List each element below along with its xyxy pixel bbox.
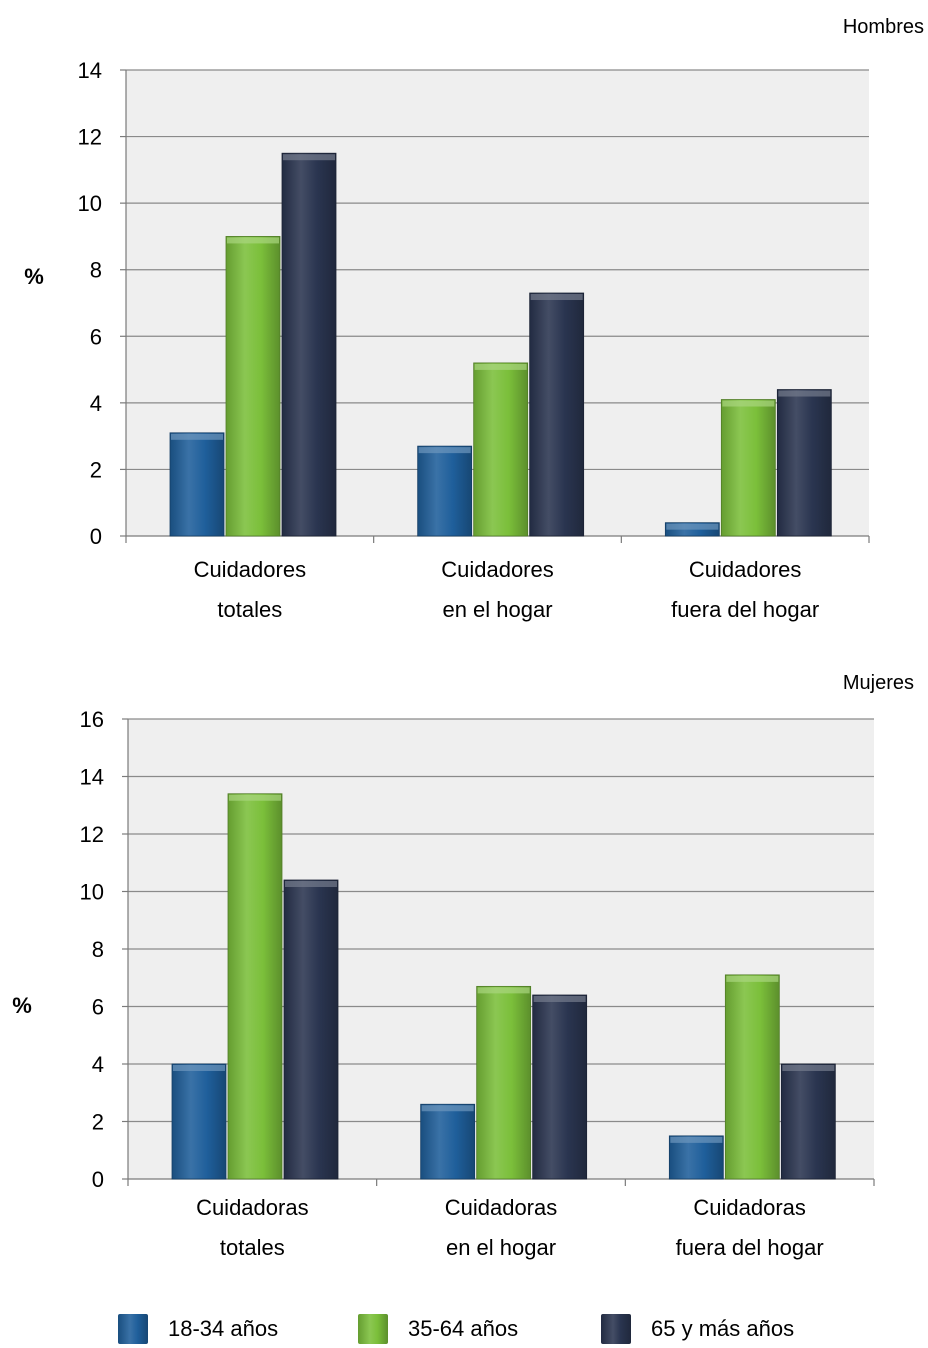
bar-bevel — [285, 881, 337, 887]
bar-1-series-1 — [169, 432, 225, 537]
y-tick-label: 14 — [78, 58, 102, 83]
category-label: Cuidadoras — [196, 1195, 309, 1220]
bar-bevel — [227, 237, 279, 244]
y-tick-label: 12 — [80, 822, 104, 847]
bar-bevel — [229, 794, 281, 801]
legend-item-35-64: 35-64 años — [358, 1314, 518, 1344]
bar-bevel — [666, 523, 719, 530]
bar-bevel — [283, 154, 335, 161]
category-label: Cuidadores — [689, 557, 802, 582]
bar-bevel — [778, 390, 831, 397]
legend: 18-34 años 35-64 años 65 y más años — [0, 1314, 928, 1348]
y-axis-label: % — [12, 993, 32, 1018]
bar-1-series-3 — [283, 879, 339, 1180]
legend-label-18-34: 18-34 años — [168, 1316, 279, 1341]
y-tick-label: 6 — [92, 995, 104, 1020]
y-axis-label: % — [24, 264, 44, 289]
y-tick-label: 2 — [92, 1110, 104, 1135]
category-label: Cuidadoras — [445, 1195, 558, 1220]
y-tick-label: 2 — [90, 457, 102, 482]
bar-bevel — [474, 363, 527, 370]
bar-bevel — [782, 1065, 835, 1071]
category-label: totales — [217, 597, 282, 622]
bar-bevel — [421, 1105, 474, 1112]
category-label: Cuidadores — [441, 557, 554, 582]
bar-bevel — [477, 987, 530, 994]
chart-mujeres: 0 2 4 6 8 10 12 14 16 Cuidadoras totales Cuidadoras… — [12, 672, 914, 1260]
legend-label-65-plus: 65 y más años — [651, 1316, 795, 1341]
bar-2-series-3 — [529, 292, 585, 537]
y-tick-label: 16 — [80, 707, 104, 732]
bar-2-series-1 — [420, 1103, 476, 1180]
bar-1-series-2 — [227, 793, 283, 1180]
legend-swatch-65-plus — [601, 1314, 631, 1344]
bar-1-series-2 — [225, 236, 281, 537]
bar-bevel — [418, 447, 471, 454]
category-label: en el hogar — [442, 597, 552, 622]
charts-canvas: 0 2 4 6 8 10 12 14 Cuidadores totales Cuidadores en… — [12, 16, 924, 1260]
bar-bevel — [171, 433, 223, 440]
bar-3-series-2 — [720, 399, 776, 537]
chart-hombres: 0 2 4 6 8 10 12 14 Cuidadores totales Cuidadores en… — [24, 16, 924, 622]
y-tick-label: 0 — [92, 1167, 104, 1192]
category-label: fuera del hogar — [676, 1235, 824, 1260]
y-tick-label: 8 — [92, 937, 104, 962]
legend-swatch-18-34 — [118, 1314, 148, 1344]
y-tick-label: 10 — [78, 191, 102, 216]
category-label: en el hogar — [446, 1235, 556, 1260]
bar-2-series-2 — [476, 985, 532, 1180]
legend-label-35-64: 35-64 años — [408, 1316, 519, 1341]
legend-item-18-34: 18-34 años — [118, 1314, 278, 1344]
bar-1-series-1 — [171, 1063, 227, 1180]
y-tick-label: 6 — [90, 324, 102, 349]
bar-1-series-3 — [281, 152, 337, 537]
y-tick-label: 4 — [90, 391, 102, 416]
bar-2-series-3 — [532, 994, 588, 1180]
category-label: fuera del hogar — [671, 597, 819, 622]
bar-3-series-2 — [724, 974, 780, 1180]
bar-bevel — [722, 400, 775, 407]
y-tick-label: 0 — [90, 524, 102, 549]
legend-swatch-35-64 — [358, 1314, 388, 1344]
bar-3-series-3 — [776, 389, 832, 537]
y-tick-label: 14 — [80, 765, 104, 790]
bar-3-series-1 — [668, 1135, 724, 1180]
category-label: Cuidadoras — [693, 1195, 806, 1220]
category-label: Cuidadores — [194, 557, 307, 582]
bar-bevel — [533, 996, 586, 1002]
bar-bevel — [173, 1065, 225, 1071]
chart-title: Mujeres — [843, 672, 914, 694]
bar-2-series-2 — [473, 362, 529, 537]
bar-3-series-3 — [780, 1063, 836, 1180]
y-tick-label: 8 — [90, 258, 102, 283]
y-tick-label: 4 — [92, 1052, 104, 1077]
category-label: totales — [220, 1235, 285, 1260]
bar-bevel — [670, 1136, 723, 1143]
y-tick-label: 10 — [80, 880, 104, 905]
legend-item-65-plus: 65 y más años — [601, 1314, 794, 1344]
bar-2-series-1 — [417, 445, 473, 537]
bar-bevel — [530, 294, 583, 301]
chart-title: Hombres — [843, 16, 924, 38]
bar-bevel — [726, 975, 779, 982]
y-tick-label: 12 — [78, 125, 102, 150]
